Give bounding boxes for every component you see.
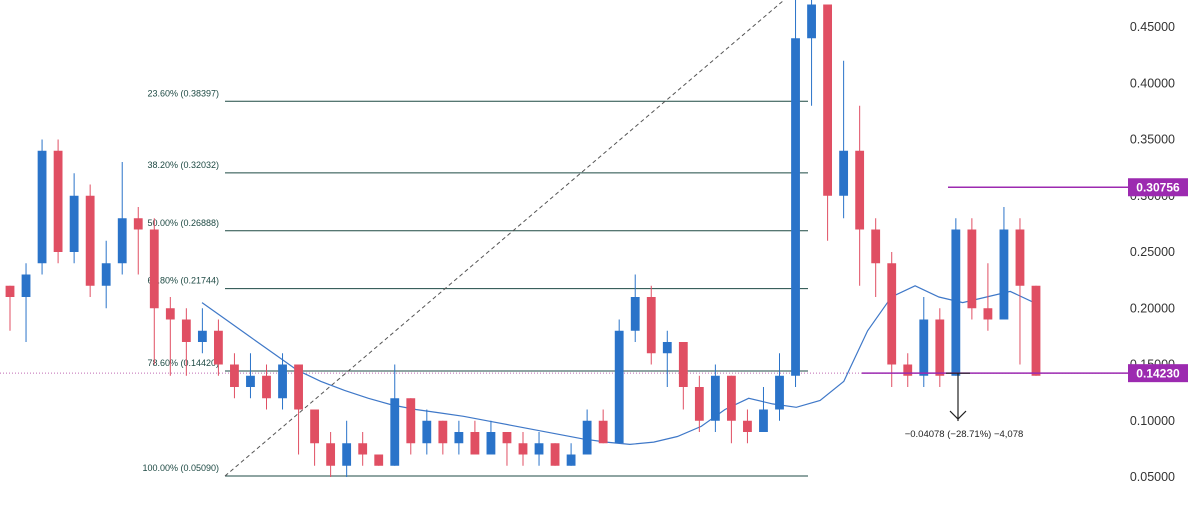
fib-level-label: 23.60% (0.38397) [147, 88, 219, 98]
candle-body [326, 443, 336, 466]
candle-body [5, 285, 15, 297]
measure-label: −0.04078 (−28.71%) −4,078 [905, 429, 1024, 440]
candle-body [582, 420, 592, 455]
candle-body [213, 330, 223, 365]
candle-body [69, 195, 79, 252]
candle-body [117, 218, 127, 264]
price-tag-label: 0.14230 [1136, 367, 1180, 381]
candle-body [951, 229, 961, 376]
fib-level-label: 78.60% (0.14420) [147, 358, 219, 368]
candle-body [887, 263, 897, 365]
fib-level-label: 100.00% (0.05090) [142, 463, 219, 473]
candle-body [262, 375, 271, 399]
candle-body [566, 454, 576, 466]
candle-body [935, 319, 945, 376]
fib-level-label: 50.00% (0.26888) [147, 218, 219, 228]
candle-body [919, 319, 929, 376]
candle-body [133, 218, 143, 230]
y-tick-label: 0.45000 [1130, 20, 1175, 34]
candle-body [630, 297, 640, 331]
candle-body [486, 432, 496, 455]
candle-body [678, 342, 688, 387]
candle-body [390, 398, 400, 466]
candle-body [662, 342, 672, 354]
candle-body [470, 432, 480, 455]
candle-body [759, 409, 768, 432]
candle-body [839, 150, 849, 196]
candle-body [149, 229, 159, 309]
price-tag-label: 0.30756 [1136, 181, 1180, 195]
candle-body [438, 420, 448, 444]
candle-body [726, 375, 736, 421]
candle-body [246, 375, 255, 387]
candle-body [342, 443, 352, 466]
candle-body [694, 387, 704, 421]
candle-body [278, 364, 287, 399]
candle-body [422, 420, 432, 444]
candle-body [358, 443, 368, 455]
candle-body [310, 409, 320, 444]
y-tick-label: 0.05000 [1130, 470, 1175, 484]
measure-arrowhead [949, 410, 967, 420]
candle-body [807, 4, 816, 39]
candle-body [21, 274, 31, 297]
candle-body [903, 364, 913, 376]
y-tick-label: 0.25000 [1130, 245, 1175, 259]
candle-body [181, 319, 191, 342]
candle-body [454, 432, 464, 444]
y-tick-label: 0.40000 [1130, 76, 1175, 90]
fib-level-label: 61.80% (0.21744) [147, 276, 219, 286]
candle-body [550, 443, 560, 466]
candle-body [775, 375, 784, 410]
candle-body [967, 229, 977, 309]
candle-body [614, 330, 624, 444]
candle-body [230, 364, 239, 387]
fib-level-label: 38.20% (0.32032) [147, 160, 219, 170]
candle-body [37, 150, 47, 264]
candle-body [85, 195, 95, 286]
candle-body [791, 38, 800, 376]
candle-body [534, 443, 544, 455]
candle-body [871, 229, 881, 264]
price-tag [1128, 178, 1188, 197]
y-tick-label: 0.20000 [1130, 301, 1175, 315]
candle-body [197, 330, 207, 342]
candle-body [710, 375, 720, 421]
candle-body [374, 454, 384, 466]
candle-body [406, 398, 416, 444]
candle-body [518, 443, 528, 455]
candle-body [855, 150, 865, 230]
candle-body [294, 364, 303, 410]
candle-body [502, 432, 512, 444]
candle-body [999, 229, 1009, 320]
price-tag [1128, 364, 1188, 383]
y-tick-label: 0.10000 [1130, 414, 1175, 428]
candle-body [1031, 285, 1041, 376]
candle-body [823, 4, 833, 196]
candle-body [646, 297, 656, 354]
candle-body [1015, 229, 1025, 286]
candle-body [743, 420, 752, 432]
y-tick-label: 0.35000 [1130, 133, 1175, 147]
trendline [224, 0, 785, 477]
candle-body [165, 308, 175, 320]
candle-body [983, 308, 993, 320]
candle-body [598, 420, 608, 444]
candle-body [53, 150, 63, 252]
candle-body [101, 263, 111, 286]
